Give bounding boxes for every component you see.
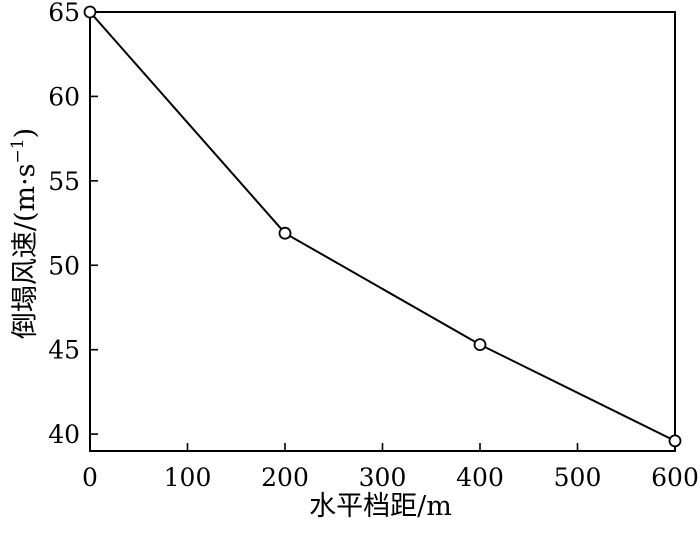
data-point	[278, 226, 292, 240]
series-line	[89, 11, 676, 442]
y-axis-label: 倒塌风速/(m·s−1)	[8, 128, 41, 339]
y-tick-label: 50	[48, 251, 80, 280]
x-tick-label: 600	[651, 463, 699, 492]
data-point	[473, 338, 487, 352]
y-axis-label-main: 倒塌风速/(m·s	[10, 163, 41, 339]
x-tick-label: 200	[261, 463, 309, 492]
y-tick-label: 55	[48, 167, 80, 196]
y-axis-label-superscript: −1	[8, 138, 28, 163]
x-tick-label: 400	[456, 463, 504, 492]
x-tick-label: 500	[554, 463, 602, 492]
y-tick-label: 60	[48, 82, 80, 111]
data-point	[83, 5, 97, 19]
x-tick-label: 0	[82, 463, 98, 492]
y-tick-label: 45	[48, 336, 80, 365]
y-axis-label-close: )	[10, 128, 41, 139]
x-axis-label: 水平档距/m	[309, 491, 452, 522]
x-tick-label: 300	[359, 463, 407, 492]
y-tick-label: 40	[48, 420, 80, 449]
y-tick-label: 65	[48, 0, 80, 27]
data-point	[668, 434, 682, 448]
plot-frame	[89, 11, 676, 452]
x-tick-label: 100	[164, 463, 212, 492]
